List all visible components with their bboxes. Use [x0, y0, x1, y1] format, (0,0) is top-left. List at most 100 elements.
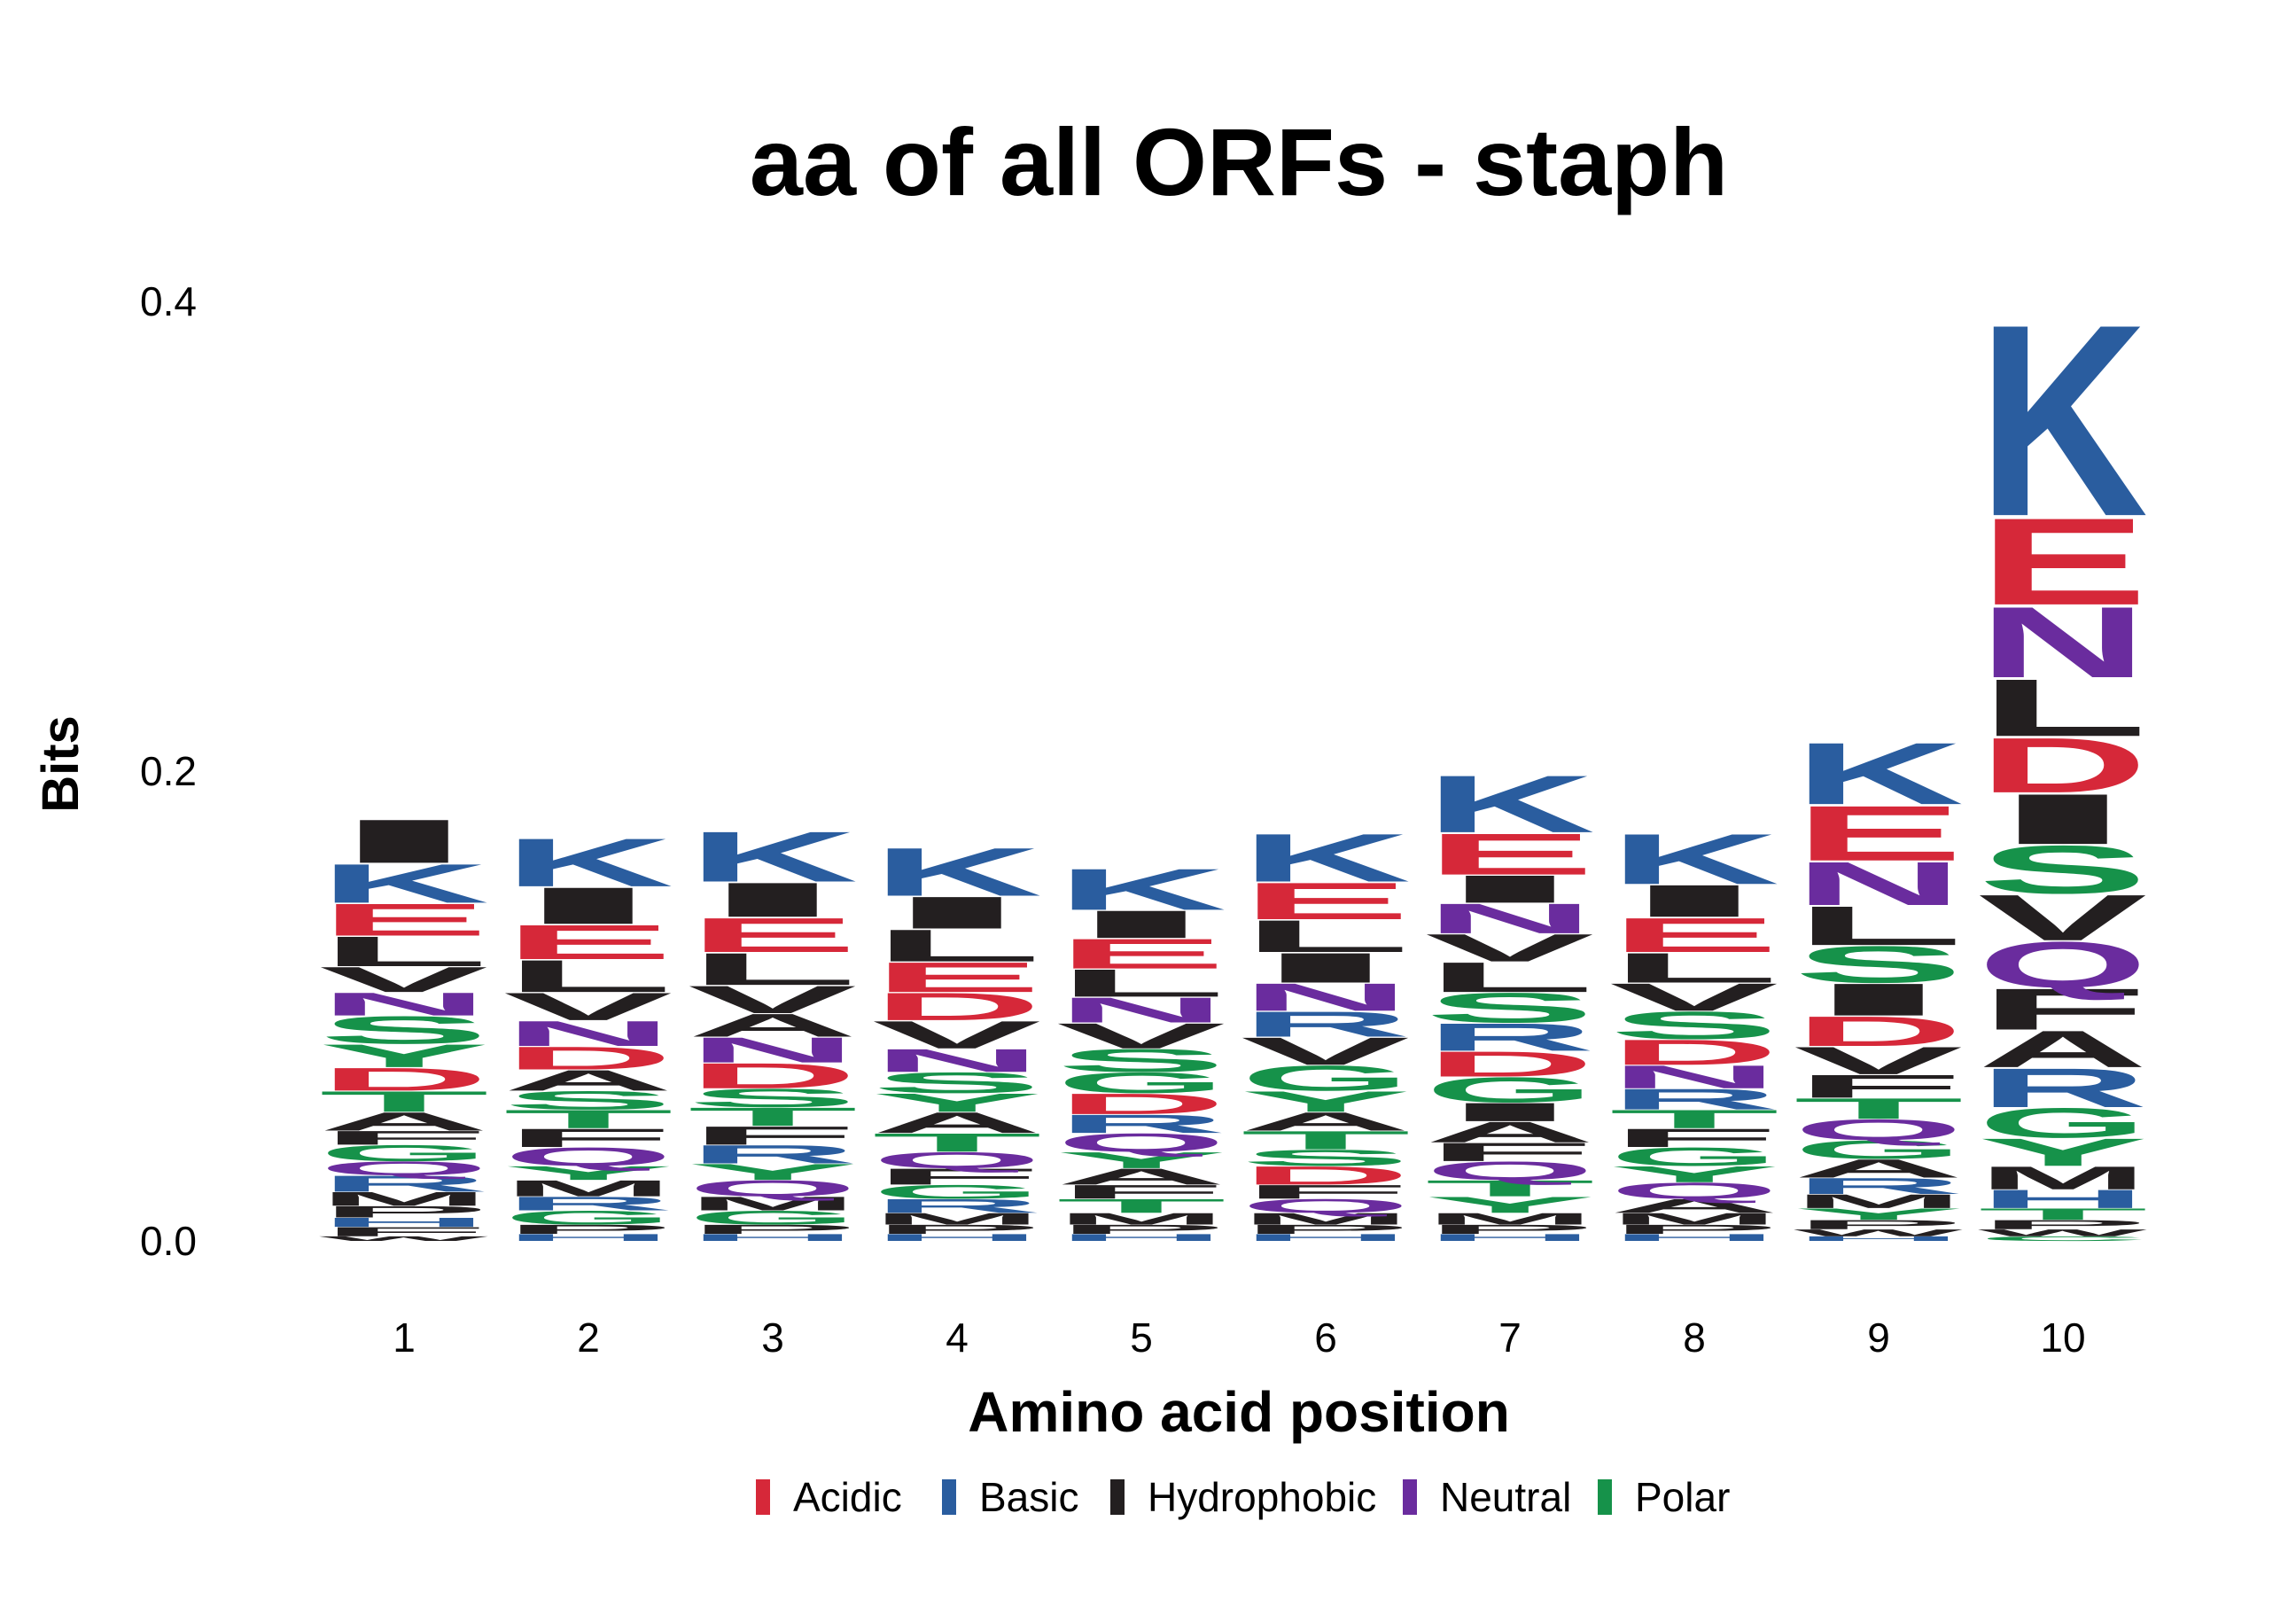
logo-letter-R: R [1056, 1110, 1226, 1139]
logo-letter-F: F [872, 1164, 1042, 1190]
logo-letter-Q: Q [1794, 1113, 1964, 1146]
logo-letter-V: V [319, 960, 488, 1000]
logo-letter-T: T [1241, 1126, 1411, 1155]
logo-letter-L: L [1794, 895, 1964, 957]
x-tick-label: 8 [1683, 1314, 1706, 1361]
logo-letter-T: T [1056, 1195, 1226, 1217]
logo-letter-R: R [1794, 1174, 1964, 1199]
logo-stacks: WFHPMRQGFATDYSNVLEKIHPGRMYQFTSADNVLEIKHP… [319, 268, 2148, 1243]
logo-letter-E: E [872, 954, 1042, 1002]
logo-letter-Y: Y [1425, 1192, 1595, 1218]
legend-label: Acidic [793, 1474, 902, 1520]
x-axis-label: Amino acid position [968, 1380, 1510, 1444]
logo-letter-H: H [1056, 1232, 1226, 1243]
logo-letter-I: I [503, 877, 673, 935]
logo-letter-H: H [1425, 1232, 1595, 1243]
logo-letter-Y: Y [1056, 1148, 1226, 1174]
logo-letter-F: F [1609, 1123, 1779, 1152]
logo-letter-K: K [1794, 724, 1964, 823]
logo-letter-S: S [1425, 984, 1595, 1032]
logo-letter-I: I [1425, 867, 1595, 910]
logo-letter-N: N [688, 1030, 858, 1070]
logo-letter-P: P [1241, 1222, 1411, 1236]
x-tick-label: 9 [1867, 1314, 1890, 1361]
logo-letter-S: S [1056, 1042, 1226, 1079]
logo-letter-G: G [1978, 1099, 2148, 1147]
logo-letter-M: M [1794, 1190, 1964, 1213]
logo-letter-H: H [1794, 1235, 1964, 1242]
logo-letter-Y: Y [1978, 1130, 2148, 1174]
legend-swatch [942, 1479, 956, 1515]
logo-letter-H: H [1241, 1232, 1411, 1243]
logo-letter-N: N [319, 986, 489, 1022]
logo-letter-P: P [688, 1222, 858, 1236]
logo-letter-Q: Q [1425, 1157, 1595, 1186]
logo-letter-A: A [1794, 1154, 1964, 1183]
logo-letter-R: R [1609, 1083, 1779, 1116]
logo-letter-N: N [872, 1042, 1042, 1079]
logo-letter-F: F [1241, 1181, 1411, 1203]
logo-letter-K: K [319, 853, 489, 915]
logo-letter-L: L [1425, 954, 1595, 1001]
logo-letter-V: V [872, 1013, 1041, 1057]
logo-letter-S: S [1609, 1003, 1779, 1047]
logo-letter-E: E [1425, 822, 1595, 887]
logo-letter-W: W [1794, 1228, 1963, 1238]
y-axis-label: Bits [32, 715, 90, 813]
legend-swatch [1110, 1479, 1125, 1515]
logo-letter-S: S [503, 1086, 673, 1115]
logo-letter-F: F [688, 1121, 858, 1150]
logo-letter-K: K [1978, 268, 2148, 573]
logo-letter-G: G [1794, 1135, 1964, 1165]
logo-letter-G: G [688, 1207, 858, 1229]
logo-letter-T: T [1609, 1104, 1779, 1134]
logo-letter-S: S [1241, 1145, 1411, 1171]
legend-swatch [1598, 1479, 1612, 1515]
logo-letter-E: E [319, 894, 489, 946]
logo-letter-M: M [688, 1193, 858, 1215]
logo-letter-D: D [1241, 1161, 1411, 1190]
x-tick-label: 7 [1498, 1314, 1522, 1361]
logo-letter-Y: Y [319, 1038, 489, 1074]
x-tick-label: 2 [577, 1314, 600, 1361]
logo-letter-V: V [1794, 1039, 1963, 1082]
logo-letter-P: P [1056, 1222, 1226, 1236]
logo-letter-P: P [503, 1222, 673, 1236]
legend-swatch [1403, 1479, 1417, 1515]
x-axis-ticks: 1 2 3 4 5 6 7 8 9 10 [393, 1314, 2085, 1361]
logo-letter-L: L [319, 928, 489, 975]
chart-title: aa of all ORFs - staph [750, 108, 1728, 215]
logo-letter-T: T [1794, 1092, 1964, 1125]
logo-letter-E: E [1241, 872, 1411, 931]
logo-letter-T: T [1425, 1175, 1595, 1201]
logo-letter-D: D [688, 1056, 858, 1096]
logo-letter-D: D [1794, 1008, 1964, 1055]
logo-letter-I: I [688, 872, 858, 927]
logo-letter-H: H [319, 1215, 489, 1229]
logo-letter-N: N [1794, 849, 1964, 918]
logo-letter-M: M [1425, 1210, 1595, 1228]
logo-letter-D: D [872, 985, 1042, 1028]
logo-letter-E: E [1056, 930, 1226, 978]
logo-letter-R: R [1241, 1004, 1411, 1044]
logo-letter-W: W [1978, 1228, 2147, 1238]
logo-letter-A: A [319, 1107, 489, 1136]
logo-letter-V: V [688, 978, 857, 1021]
logo-letter-L: L [503, 950, 673, 1002]
logo-letter-H: H [1609, 1232, 1779, 1243]
logo-letter-T: T [319, 1085, 489, 1118]
logo-letter-Q: Q [1978, 928, 2148, 1001]
logo-letter-N: N [1056, 990, 1226, 1030]
logo-letter-E: E [1794, 790, 1964, 878]
x-tick-label: 3 [761, 1314, 784, 1361]
logo-letter-L: L [1241, 910, 1411, 962]
logo-letter-I: I [1978, 779, 2148, 859]
logo-letter-A: A [503, 1065, 673, 1097]
logo-letter-D: D [319, 1061, 489, 1097]
logo-letter-Y: Y [1241, 1086, 1411, 1119]
logo-letter-E: E [688, 908, 858, 963]
logo-letter-D: D [1056, 1088, 1226, 1120]
x-tick-label: 6 [1314, 1314, 1337, 1361]
logo-letter-D: D [503, 1040, 673, 1076]
